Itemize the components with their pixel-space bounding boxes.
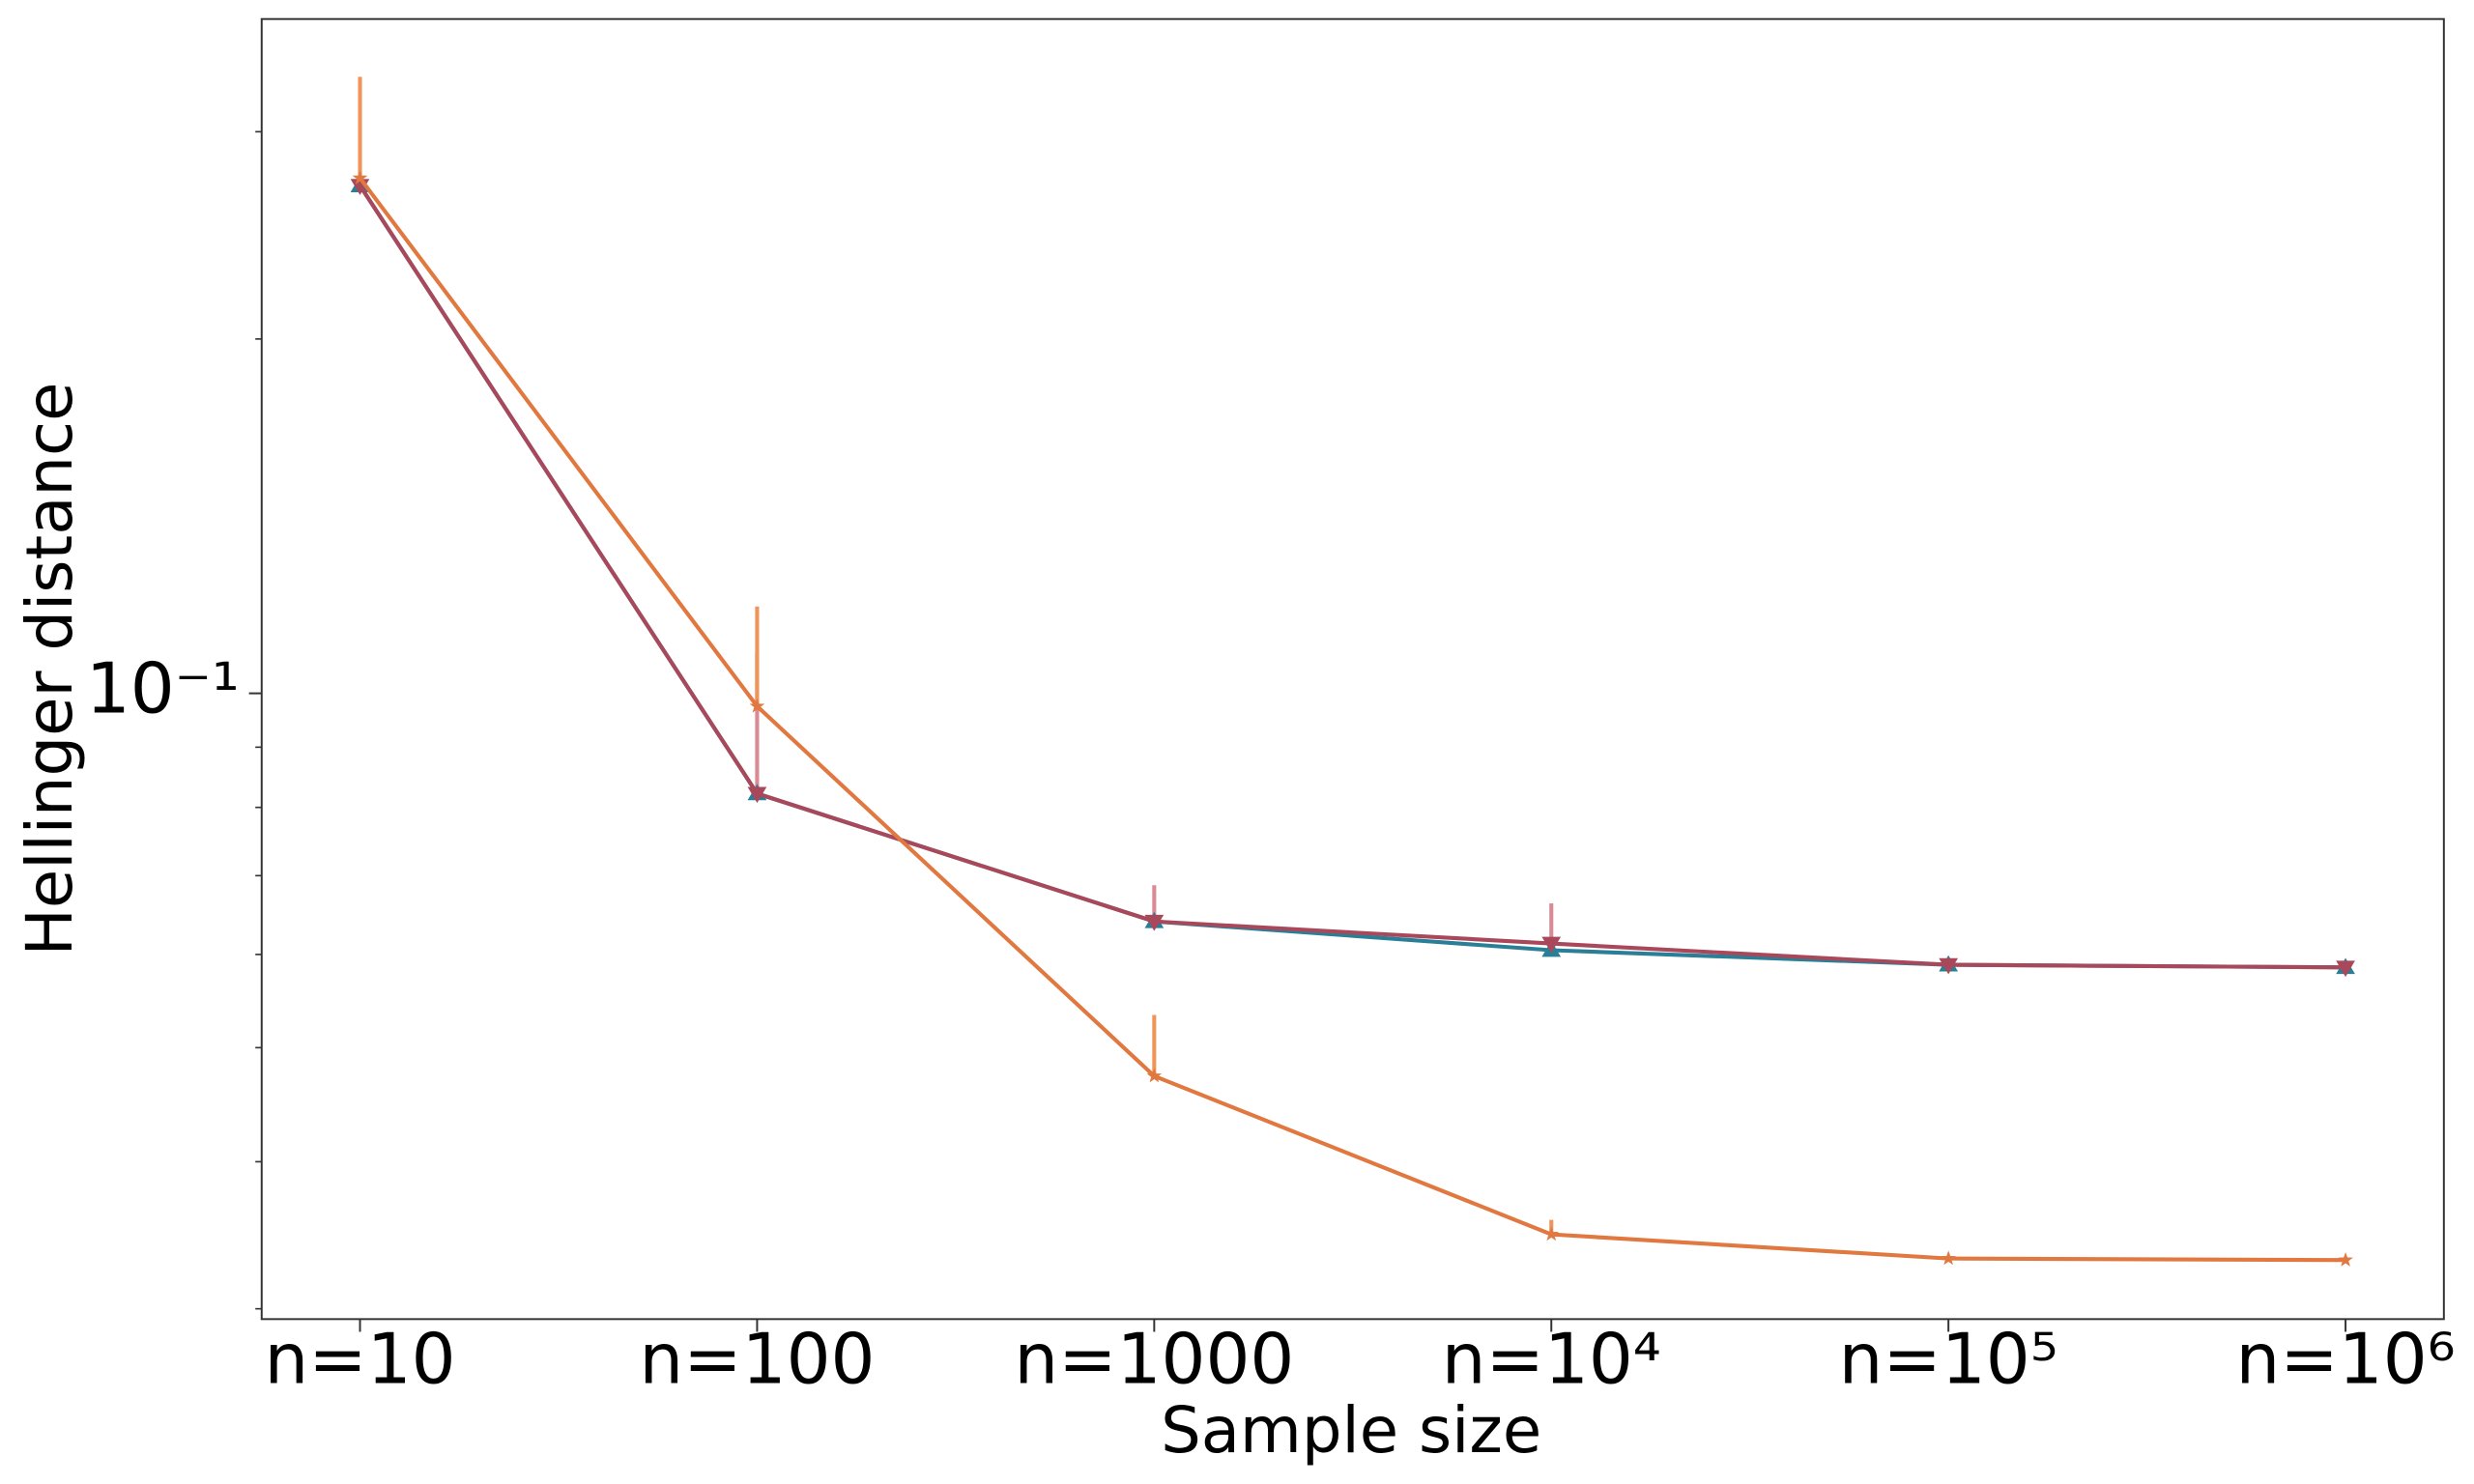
series-line	[358, 184, 2346, 970]
x-tick-label: n=1000	[1014, 1319, 1294, 1400]
marker	[2336, 960, 2355, 978]
marker	[1541, 936, 1562, 954]
marker	[1939, 957, 1959, 975]
x-tick-label: n=10	[264, 1319, 455, 1400]
marker	[2338, 1252, 2353, 1267]
x-tick-label: n=100	[639, 1319, 875, 1400]
x-tick-label: n=10⁵	[1839, 1319, 2058, 1400]
marker	[1543, 1226, 1560, 1241]
marker	[1941, 1250, 1956, 1266]
marker	[1144, 914, 1165, 931]
x-tick-label: n=10⁶	[2236, 1319, 2456, 1400]
plot-frame	[260, 17, 2445, 1321]
x-tick-label: n=10⁴	[1442, 1319, 1661, 1400]
marker	[352, 170, 368, 185]
marker	[1146, 1068, 1163, 1083]
y-axis-label: Hellinger distance	[14, 383, 87, 956]
x-axis-label: Sample size	[1161, 1394, 1541, 1468]
marker	[747, 786, 767, 804]
series-line	[358, 177, 2346, 1263]
y-tick-label: 10⁻¹	[86, 649, 240, 730]
marker	[749, 698, 765, 713]
